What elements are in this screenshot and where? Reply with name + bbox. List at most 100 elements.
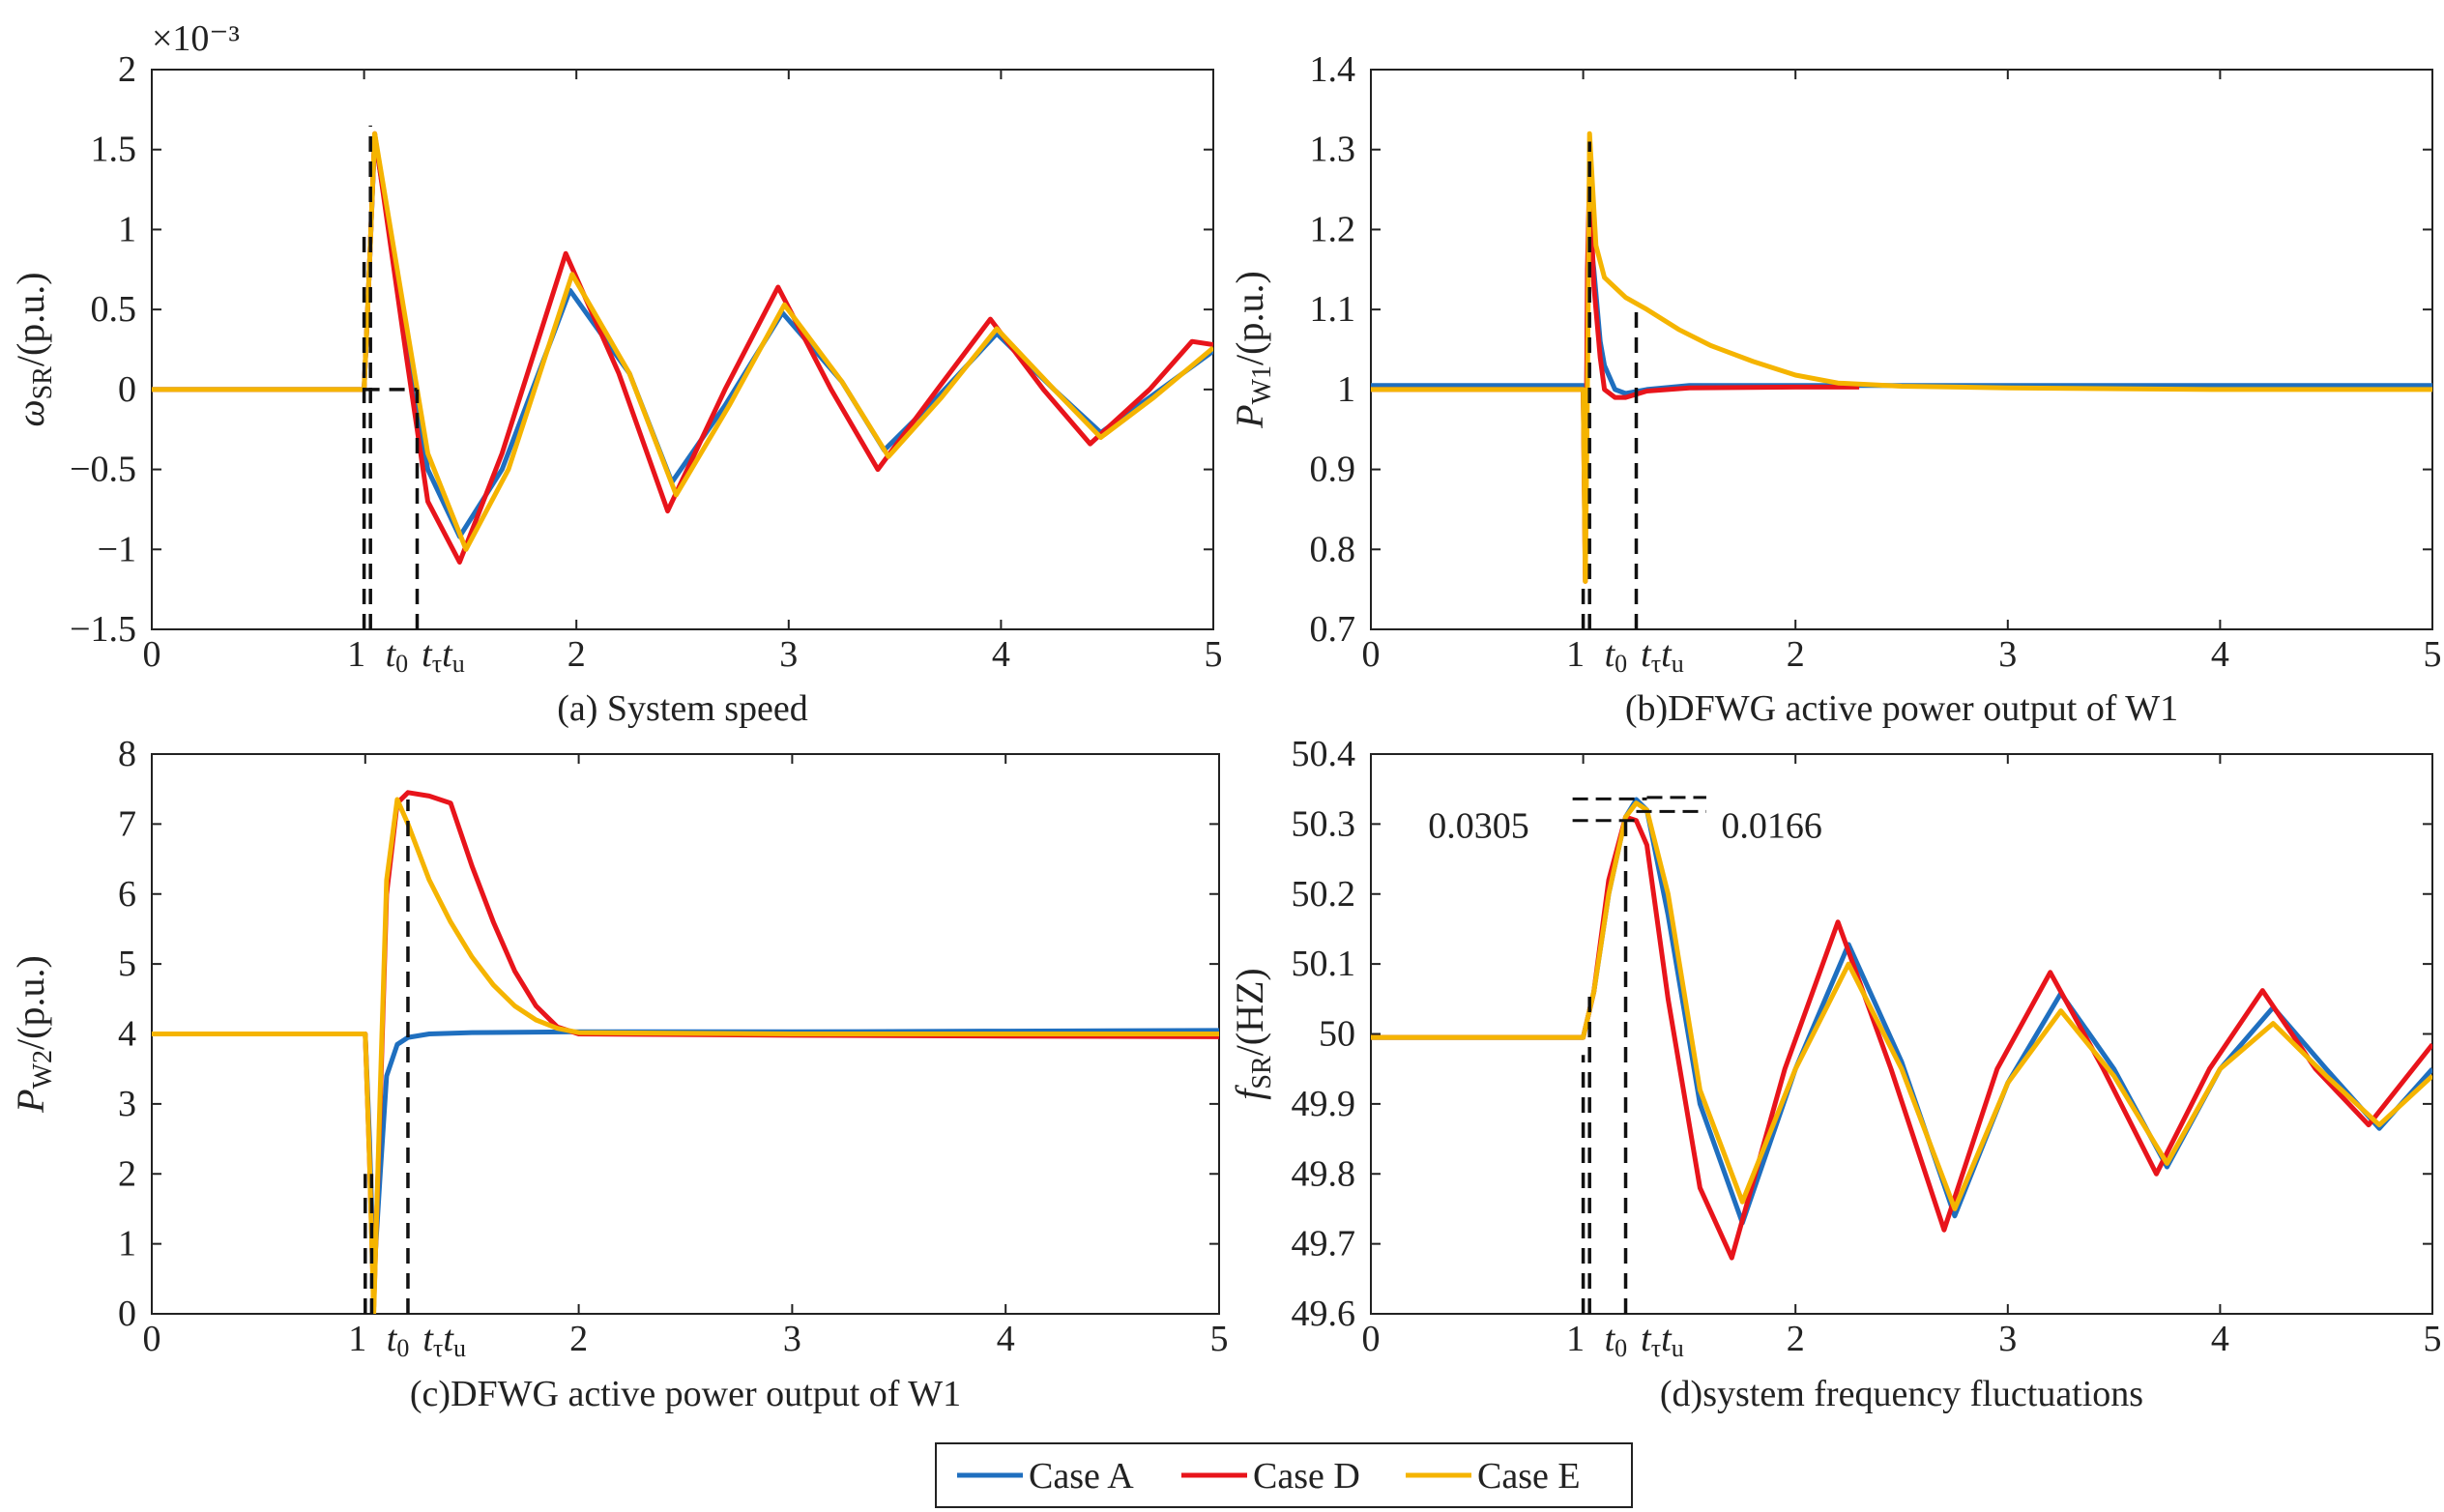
series-line-case-a [1371, 797, 2432, 1226]
y-tick-label: 49.9 [1292, 1084, 1356, 1124]
time-marks: t0 tτtu [386, 634, 465, 678]
time-marks: t0 tτtu [1605, 1319, 1684, 1362]
x-tick-label: 5 [2424, 1319, 2442, 1359]
y-tick-label: 1.3 [1310, 130, 1356, 170]
x-tick-label: 3 [783, 1319, 801, 1359]
x-tick-label: 4 [2211, 1319, 2229, 1359]
x-tick-label: 5 [1210, 1319, 1229, 1359]
series-line-case-d [152, 790, 1219, 1310]
y-tick-label: 50.3 [1292, 803, 1356, 844]
y-tick-label: 6 [118, 874, 136, 915]
y-tick-label: 4 [118, 1014, 136, 1055]
series-group [152, 790, 1219, 1314]
y-tick-label: −1.5 [70, 609, 136, 650]
x-tick-label: 1 [1566, 634, 1585, 675]
y-axis-label: ωSR/(p.u.) [9, 272, 58, 426]
y-tick-label: 0 [118, 369, 136, 410]
x-tick-label: 0 [143, 634, 161, 675]
legend-label-case-a: Case A [1029, 1456, 1134, 1497]
y-multiplier: ×10⁻³ [152, 18, 240, 59]
panel-a: 0 1 2 3 4 5 −1.5 −1 −0.5 0 0.5 1 1.5 2 ×10⁻³ ωSR/(p.u.)… [9, 18, 1223, 729]
y-tick-label: 1.1 [1310, 289, 1356, 330]
y-tick-label: 49.7 [1292, 1224, 1356, 1265]
y-tick-label: 1 [118, 209, 136, 249]
axes-frame [1370, 753, 2433, 1315]
series-group [1371, 797, 2432, 1261]
time-marks: t0 tτtu [387, 1319, 466, 1362]
y-axis-label: PW1/(p.u.) [1228, 271, 1277, 429]
x-tick-label: 5 [2424, 634, 2442, 675]
series-line-case-e [1371, 800, 2432, 1211]
y-axis-label: fSR/(HZ) [1228, 968, 1277, 1099]
x-tick-label: 4 [997, 1319, 1015, 1359]
x-tick-label: 1 [348, 1319, 366, 1359]
annotation-label: 0.0305 [1428, 805, 1529, 846]
y-tick-label: 1 [1337, 369, 1355, 410]
panels: 0 1 2 3 4 5 −1.5 −1 −0.5 0 0.5 1 1.5 2 ×10⁻³ ωSR/(p.u.)… [9, 18, 2442, 1414]
y-tick-label: −0.5 [70, 450, 136, 490]
y-tick-label: 1 [118, 1224, 136, 1265]
x-tick-label: 2 [569, 1319, 588, 1359]
panel-b: 0 1 2 3 4 5 0.7 0.8 0.9 1 1.1 1.2 1.3 1.4 PW1/(p.u.) t0… [1228, 49, 2442, 729]
time-marks: t0 tτtu [1605, 634, 1684, 678]
legend-label-case-e: Case E [1477, 1456, 1581, 1497]
x-tick-label: 0 [1362, 634, 1381, 675]
y-tick-label: 1.5 [91, 130, 137, 170]
panel-c: 0 1 2 3 4 5 0 1 2 3 4 5 6 7 8 PW2/(p.u.) t0 tτtu (c)DFWG a… [9, 734, 1229, 1414]
y-tick-label: 0.7 [1310, 609, 1356, 650]
y-tick-label: −1 [98, 529, 136, 569]
caption-d: (d)system frequency fluctuations [1660, 1374, 2143, 1414]
annotation-label: 0.0166 [1721, 805, 1822, 846]
x-tick-label: 0 [143, 1319, 161, 1359]
x-tick-label: 3 [779, 634, 798, 675]
legend-frame [935, 1442, 1633, 1508]
y-tick-label: 50 [1319, 1014, 1355, 1055]
y-tick-label: 0.9 [1310, 450, 1356, 490]
series-group [1371, 131, 2432, 584]
x-tick-label: 3 [1998, 634, 2017, 675]
y-tick-label: 3 [118, 1084, 136, 1124]
caption-b: (b)DFWG active power output of W1 [1625, 688, 2178, 729]
axes-frame [1370, 69, 2433, 630]
panel-d: 0 1 2 3 4 5 49.6 49.7 49.8 49.9 50 50.1 50.2 50.3 50.4… [1228, 734, 2442, 1414]
x-tick-label: 5 [1205, 634, 1223, 675]
x-tick-label: 2 [1787, 634, 1805, 675]
y-tick-label: 49.6 [1292, 1294, 1356, 1334]
y-tick-label: 2 [118, 1153, 136, 1194]
series-group [152, 131, 1213, 565]
x-tick-label: 3 [1998, 1319, 2017, 1359]
x-tick-label: 1 [347, 634, 365, 675]
x-tick-label: 1 [1566, 1319, 1585, 1359]
y-tick-label: 50.1 [1292, 944, 1356, 984]
y-axis-label: PW2/(p.u.) [9, 955, 58, 1114]
y-tick-label: 1.4 [1310, 49, 1356, 90]
axes-frame [151, 69, 1214, 630]
y-tick-label: 50.2 [1292, 874, 1356, 915]
y-tick-label: 7 [118, 803, 136, 844]
y-tick-label: 0 [118, 1294, 136, 1334]
y-tick-label: 0.8 [1310, 529, 1356, 569]
series-line-case-e [1371, 131, 2432, 584]
series-line-case-d [152, 131, 1213, 565]
caption-a: (a) System speed [557, 688, 808, 729]
y-tick-label: 5 [118, 944, 136, 984]
x-tick-label: 4 [2211, 634, 2229, 675]
caption-c: (c)DFWG active power output of W1 [410, 1374, 961, 1414]
x-tick-label: 2 [1787, 1319, 1805, 1359]
y-tick-label: 1.2 [1310, 209, 1356, 249]
y-tick-label: 0.5 [91, 289, 137, 330]
x-tick-label: 2 [567, 634, 586, 675]
y-tick-label: 50.4 [1292, 734, 1356, 774]
series-line-case-a [152, 1028, 1219, 1282]
legend: Case A Case D Case E [935, 1442, 1633, 1508]
series-line-case-d [1371, 171, 1860, 584]
y-tick-label: 8 [118, 734, 136, 774]
y-tick-label: 49.8 [1292, 1153, 1356, 1194]
x-tick-label: 4 [992, 634, 1010, 675]
y-tick-label: 2 [118, 49, 136, 90]
series-line-case-e [152, 797, 1219, 1314]
legend-label-case-d: Case D [1253, 1456, 1360, 1497]
x-tick-label: 0 [1362, 1319, 1381, 1359]
series-line-case-e [152, 131, 1213, 552]
